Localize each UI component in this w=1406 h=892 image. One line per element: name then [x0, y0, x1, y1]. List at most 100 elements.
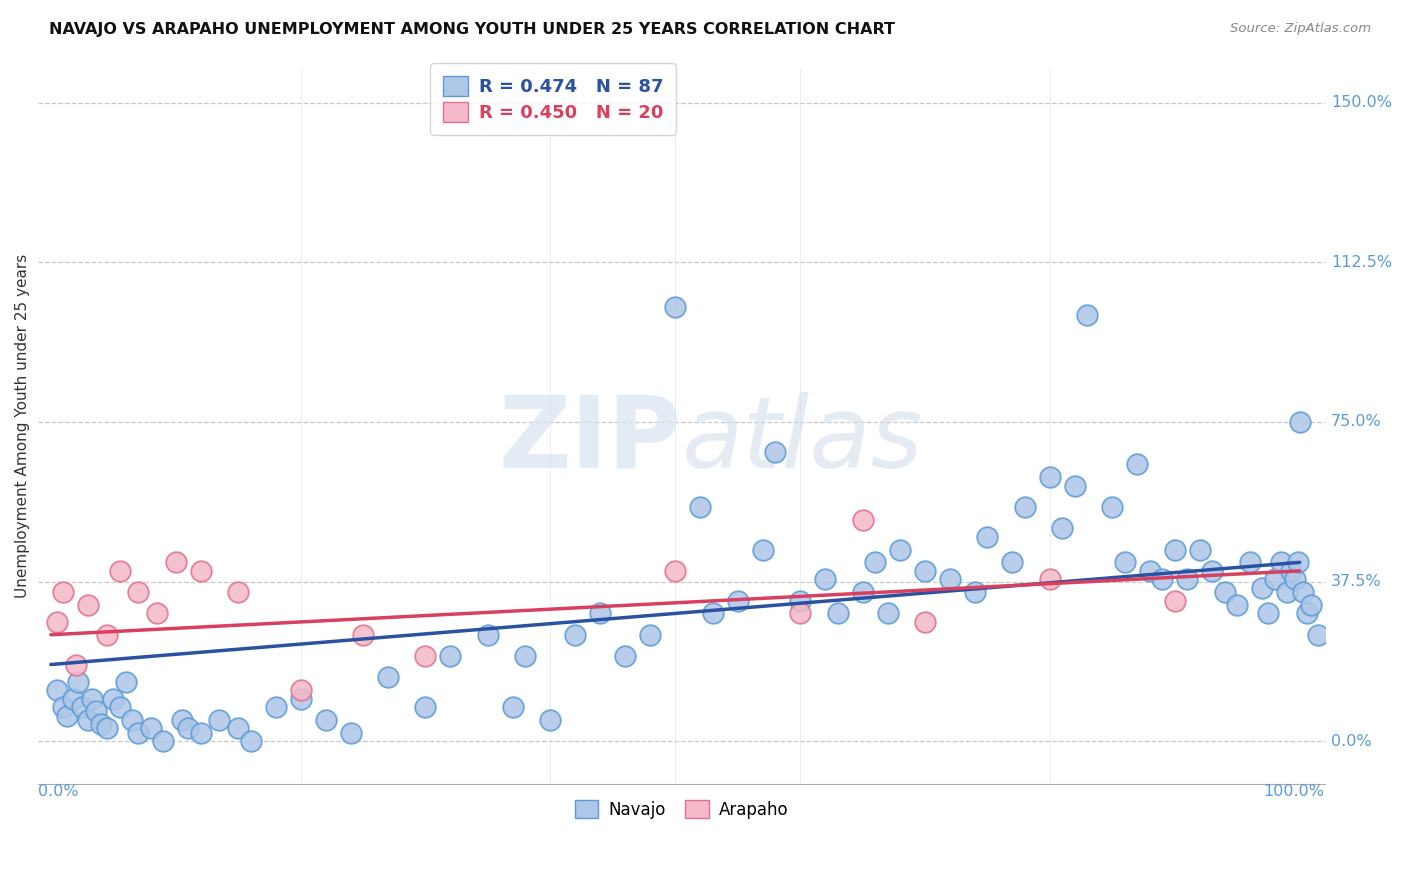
Point — [127, 585, 149, 599]
Point — [290, 691, 312, 706]
Point — [139, 722, 162, 736]
Point — [415, 700, 437, 714]
Point — [914, 564, 936, 578]
Point — [1239, 555, 1261, 569]
Point — [876, 607, 898, 621]
Point — [564, 628, 586, 642]
Point — [121, 713, 143, 727]
Point — [1251, 581, 1274, 595]
Point — [46, 683, 69, 698]
Point — [415, 648, 437, 663]
Point — [789, 607, 811, 621]
Point — [1286, 555, 1309, 569]
Point — [727, 593, 749, 607]
Point — [226, 722, 249, 736]
Point — [589, 607, 612, 621]
Text: 75.0%: 75.0% — [1331, 415, 1382, 429]
Point — [1308, 628, 1330, 642]
Point — [1270, 555, 1292, 569]
Point — [190, 725, 212, 739]
Point — [190, 564, 212, 578]
Point — [67, 674, 90, 689]
Point — [914, 615, 936, 629]
Point — [827, 607, 849, 621]
Point — [352, 628, 374, 642]
Legend: Navajo, Arapaho: Navajo, Arapaho — [568, 794, 794, 825]
Text: Source: ZipAtlas.com: Source: ZipAtlas.com — [1230, 22, 1371, 36]
Point — [90, 717, 112, 731]
Point — [52, 700, 75, 714]
Point — [377, 670, 399, 684]
Point — [46, 615, 69, 629]
Point — [239, 734, 262, 748]
Point — [1076, 309, 1098, 323]
Text: ZIP: ZIP — [499, 392, 682, 489]
Point — [1226, 598, 1249, 612]
Point — [851, 585, 873, 599]
Point — [1284, 573, 1306, 587]
Point — [52, 585, 75, 599]
Point — [1039, 573, 1062, 587]
Text: atlas: atlas — [682, 392, 924, 489]
Point — [77, 598, 100, 612]
Point — [889, 542, 911, 557]
Point — [1114, 555, 1136, 569]
Point — [1279, 564, 1302, 578]
Point — [789, 593, 811, 607]
Point — [152, 734, 174, 748]
Point — [515, 648, 537, 663]
Point — [208, 713, 231, 727]
Point — [290, 683, 312, 698]
Point — [146, 607, 169, 621]
Y-axis label: Unemployment Among Youth under 25 years: Unemployment Among Youth under 25 years — [15, 254, 30, 599]
Point — [96, 722, 118, 736]
Point — [814, 573, 837, 587]
Point — [1257, 607, 1279, 621]
Point — [1063, 479, 1085, 493]
Point — [226, 585, 249, 599]
Point — [1164, 593, 1187, 607]
Point — [264, 700, 287, 714]
Text: 0.0%: 0.0% — [38, 784, 79, 798]
Point — [1052, 521, 1074, 535]
Point — [538, 713, 561, 727]
Point — [1264, 573, 1286, 587]
Point — [177, 722, 200, 736]
Point — [1014, 500, 1036, 514]
Point — [315, 713, 337, 727]
Point — [127, 725, 149, 739]
Point — [1213, 585, 1236, 599]
Point — [84, 704, 107, 718]
Point — [1039, 470, 1062, 484]
Point — [80, 691, 103, 706]
Point — [502, 700, 524, 714]
Point — [96, 628, 118, 642]
Point — [863, 555, 886, 569]
Point — [103, 691, 125, 706]
Point — [108, 700, 131, 714]
Point — [1139, 564, 1161, 578]
Point — [976, 530, 998, 544]
Point — [702, 607, 724, 621]
Point — [62, 691, 84, 706]
Point — [1126, 458, 1149, 472]
Point — [65, 657, 87, 672]
Point — [1275, 585, 1298, 599]
Text: NAVAJO VS ARAPAHO UNEMPLOYMENT AMONG YOUTH UNDER 25 YEARS CORRELATION CHART: NAVAJO VS ARAPAHO UNEMPLOYMENT AMONG YOU… — [49, 22, 896, 37]
Point — [108, 564, 131, 578]
Text: 150.0%: 150.0% — [1331, 95, 1392, 110]
Point — [165, 555, 187, 569]
Point — [1164, 542, 1187, 557]
Point — [1001, 555, 1024, 569]
Point — [56, 708, 79, 723]
Point — [477, 628, 499, 642]
Text: 37.5%: 37.5% — [1331, 574, 1382, 589]
Point — [77, 713, 100, 727]
Point — [1152, 573, 1174, 587]
Point — [1175, 573, 1198, 587]
Point — [70, 700, 93, 714]
Point — [664, 300, 686, 314]
Point — [763, 444, 786, 458]
Point — [939, 573, 962, 587]
Point — [1101, 500, 1123, 514]
